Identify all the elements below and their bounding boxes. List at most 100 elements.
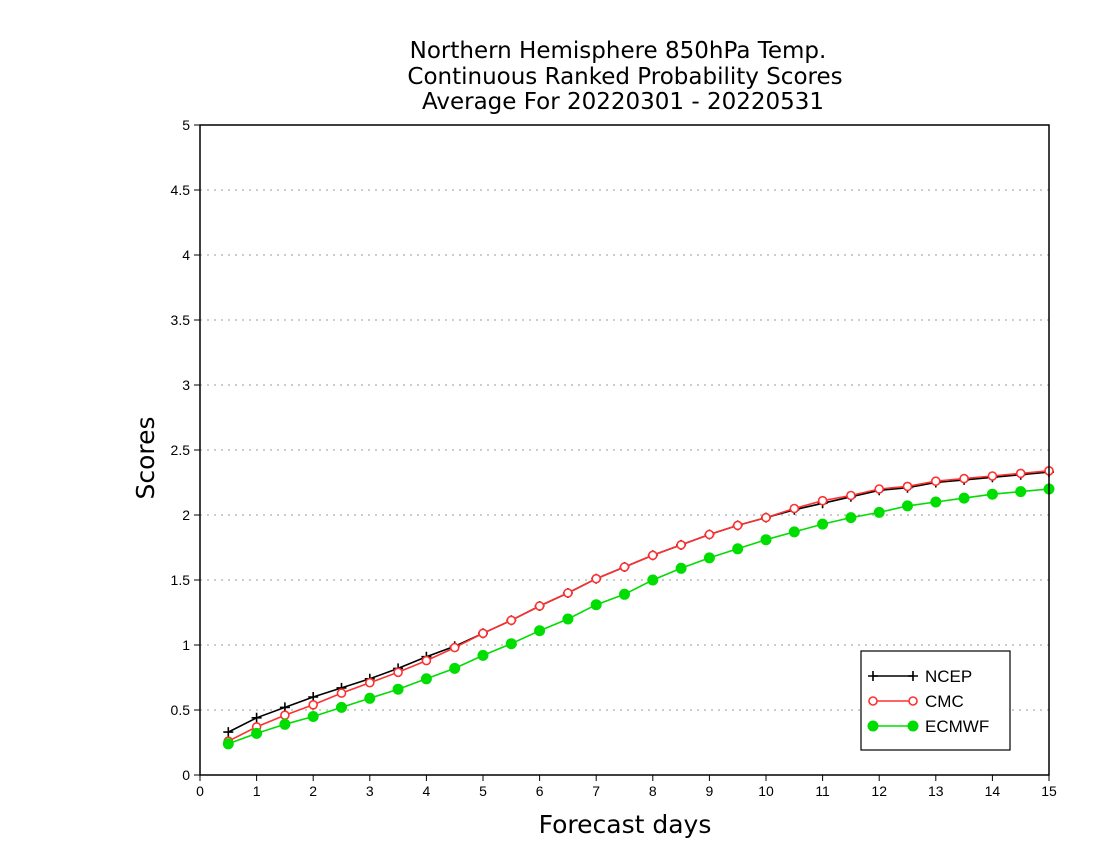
plot-frame [199,124,1050,776]
data-point-ecmwf [534,625,546,637]
x-tick-label: 8 [649,783,657,799]
data-point-ecmwf [986,488,998,500]
data-point-ecmwf [307,711,319,722]
y-tick-label: 2 [182,507,190,523]
data-point-ecmwf [845,512,857,524]
x-tick-label: 0 [196,783,204,799]
data-point-cmc [704,529,715,540]
x-tick-label: 11 [815,783,830,799]
legend-entry-ncep: NCEP [868,667,972,686]
legend-marker-ecmwf [867,720,879,732]
x-tick-label: 7 [592,783,600,799]
y-tick-label: 3 [182,377,190,393]
chart-title-line-1: Northern Hemisphere 850hPa Temp. [410,38,827,64]
data-point-cmc [1015,468,1026,479]
data-point-cmc [478,628,488,639]
data-point-ecmwf [703,552,715,564]
legend-label-ncep: NCEP [925,667,972,686]
data-point-ecmwf [619,588,630,600]
data-point-cmc [563,588,573,598]
data-point-ecmwf [1015,486,1027,498]
x-tick-label: 5 [479,783,487,799]
data-point-ecmwf [336,701,347,713]
data-point-cmc [421,655,432,666]
data-point-ecmwf [675,562,687,574]
series-lines [222,465,1055,750]
data-point-ecmwf [364,692,376,704]
x-tick-label: 14 [985,783,1001,799]
x-tick-label: 6 [536,783,544,799]
data-point-cmc [930,476,941,487]
grid-lines [200,189,1049,711]
legend-marker-ecmwf [907,720,919,732]
data-point-cmc [591,573,602,584]
x-tick-label: 1 [253,783,261,799]
data-point-cmc [676,540,686,550]
x-tick-label: 13 [928,783,944,799]
y-tick-label: 4.5 [171,182,191,198]
chart-title-line-3: Average For 20220301 - 20220531 [422,89,824,115]
legend-label-cmc: CMC [925,692,964,711]
data-point-ecmwf [392,683,404,695]
data-point-ecmwf [732,543,744,555]
data-point-cmc [280,710,290,721]
data-point-ecmwf [930,496,942,508]
data-point-ncep [251,712,262,723]
data-point-ecmwf [449,662,461,674]
data-point-cmc [506,615,517,626]
data-point-cmc [393,667,403,678]
data-point-cmc [846,490,856,501]
legend-entry-cmc: CMC [868,692,964,711]
legend-label-ecmwf: ECMWF [925,717,989,736]
data-point-ecmwf [222,738,234,750]
data-point-ecmwf [562,613,574,625]
data-point-cmc [732,520,743,531]
data-point-ecmwf [420,673,432,685]
x-tick-label: 4 [423,783,431,799]
data-point-ecmwf [505,638,517,650]
data-point-ecmwf [958,492,970,504]
y-tick-label: 0 [182,767,190,783]
series-ecmwf [222,483,1055,750]
legend-marker-cmc [868,696,878,706]
x-tick-label: 10 [758,783,774,799]
data-point-ecmwf [788,526,800,538]
data-point-cmc [987,471,998,481]
data-point-ecmwf [590,599,602,611]
y-tick-label: 3.5 [171,312,191,328]
data-point-cmc [336,688,347,698]
x-axis-title: Forecast days [539,810,712,839]
x-tick-label: 2 [309,783,317,799]
y-tick-label: 5 [182,117,190,133]
legend-entry-ecmwf: ECMWF [867,717,989,736]
data-point-cmc [619,562,630,572]
data-point-cmc [874,484,885,494]
x-tick-label: 12 [871,783,887,799]
axes: 00.511.522.533.544.550 1 2 3 4 5 6 7 8 9 10 11 12 13 1… [171,117,1057,799]
legend-marker-ncep [868,671,878,681]
x-tick-label: 3 [366,783,374,799]
data-point-ecmwf [279,718,291,730]
legend-marker-ncep [908,671,918,681]
data-point-cmc [902,481,913,492]
data-point-cmc [761,512,771,523]
y-axis-title: Scores [131,416,160,499]
y-tick-label: 0.5 [171,702,191,718]
data-point-cmc [364,677,375,688]
data-point-cmc [959,473,969,484]
x-tick-label: 9 [706,783,714,799]
y-tick-label: 1 [182,637,190,653]
legend: NCEP CMC ECMWF [860,650,1011,751]
data-point-ecmwf [760,534,772,546]
y-tick-label: 1.5 [171,572,191,588]
data-point-cmc [534,601,545,611]
data-point-ecmwf [817,518,829,530]
data-point-cmc [647,550,658,561]
data-point-ecmwf [477,649,489,661]
data-point-cmc [817,495,828,506]
legend-marker-cmc [908,696,918,706]
data-point-ecmwf [251,727,263,739]
data-point-cmc [308,699,319,710]
data-point-ecmwf [902,500,913,512]
